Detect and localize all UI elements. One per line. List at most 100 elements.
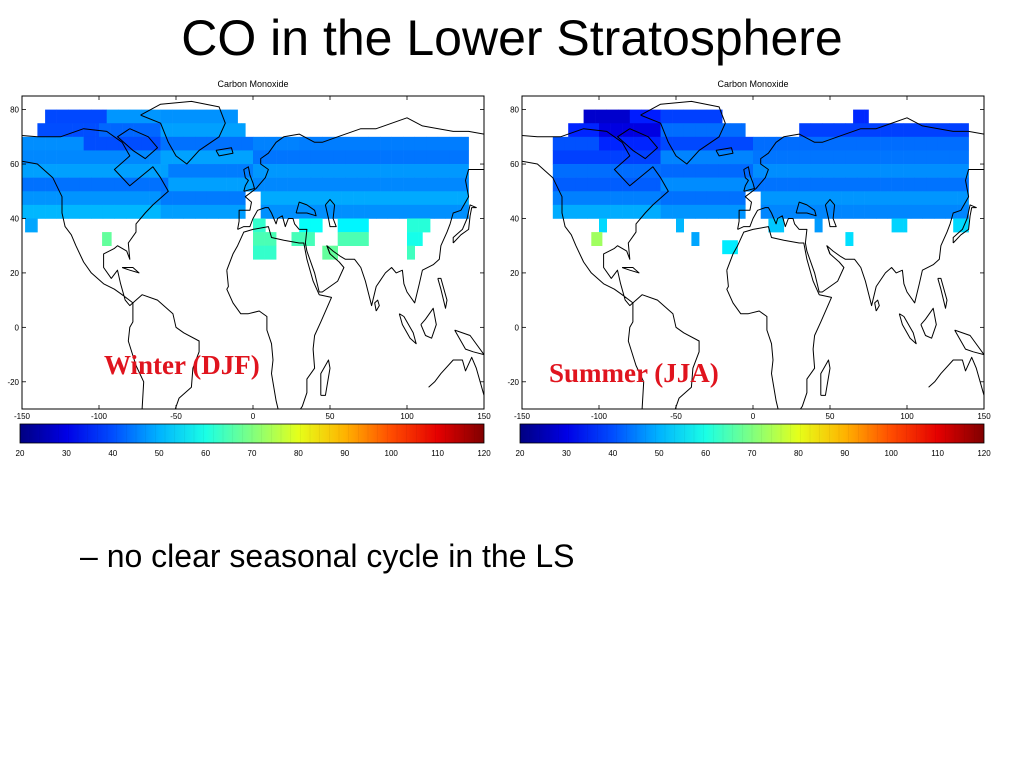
co-cell (33, 204, 46, 219)
co-cell (891, 177, 904, 192)
co-cell (410, 191, 423, 206)
co-cell (202, 177, 215, 192)
co-cell (376, 204, 389, 219)
co-cell (610, 123, 623, 138)
co-cell (426, 177, 439, 192)
co-cell (830, 204, 842, 219)
co-cell (914, 150, 927, 165)
co-cell (810, 164, 823, 178)
co-cell (672, 164, 684, 178)
co-cell (56, 164, 69, 178)
co-cell (241, 136, 254, 151)
coastline-australia (428, 356, 484, 396)
co-cell (864, 204, 877, 219)
co-cell (368, 177, 381, 192)
co-cell (733, 240, 738, 255)
co-cell (22, 164, 34, 178)
co-cell (868, 150, 881, 165)
co-cell (226, 177, 238, 192)
co-cell (764, 136, 777, 151)
co-cell (376, 191, 389, 206)
colorbar-tick-label: 40 (108, 449, 117, 458)
co-cell (729, 123, 742, 138)
coastline-north-america (22, 128, 169, 307)
co-cell (922, 204, 935, 219)
co-cell (683, 150, 696, 165)
co-cell (722, 240, 735, 255)
co-cell (79, 109, 92, 124)
co-cell (706, 204, 719, 219)
co-cell (391, 164, 404, 178)
co-cell (806, 191, 819, 206)
co-cell (287, 136, 300, 151)
co-cell (891, 150, 904, 165)
co-cell (660, 109, 673, 124)
co-cell (806, 204, 819, 219)
co-cell (391, 136, 404, 151)
co-cell (149, 204, 161, 219)
x-tick-label: 100 (900, 412, 914, 421)
coastline-black-sea (795, 201, 817, 217)
co-cell (822, 123, 835, 138)
co-cell (633, 123, 646, 138)
co-cell (957, 204, 969, 219)
co-cell (937, 177, 950, 192)
co-cell (437, 150, 450, 165)
co-map-svg: Carbon Monoxide -150 -100 -50 0 50 100 150 80 60 4… (507, 79, 991, 458)
co-cell (575, 150, 588, 165)
coastline-india-sri-lanka (374, 299, 380, 312)
co-cell (903, 164, 915, 178)
coastline-caspian (324, 198, 337, 228)
co-cell (741, 204, 746, 219)
co-cell (353, 204, 365, 219)
co-cell (345, 136, 358, 151)
x-tick-label: -100 (91, 412, 108, 421)
co-cell (799, 150, 812, 165)
coastline-india-sri-lanka (874, 299, 880, 312)
map-panel-summer: Carbon Monoxide -150 -100 -50 0 50 100 150 80 60 4… (504, 72, 1004, 472)
co-cell (356, 150, 369, 165)
co-cell (845, 177, 858, 192)
co-cell (880, 177, 892, 192)
co-cell (776, 177, 788, 192)
co-cell (564, 177, 577, 192)
co-cell (568, 123, 581, 138)
co-cell (587, 164, 600, 178)
co-cell (283, 204, 296, 219)
co-cell (253, 218, 265, 233)
co-cell (60, 123, 73, 138)
co-cell (160, 150, 173, 165)
co-cell (579, 123, 592, 138)
co-cell (264, 164, 277, 178)
co-cell (118, 109, 131, 124)
co-cell (330, 191, 342, 206)
co-cell (137, 191, 150, 206)
co-cell (891, 218, 904, 233)
co-cell (264, 232, 277, 246)
co-cell (591, 232, 603, 246)
co-cell (102, 204, 115, 219)
co-cell (125, 164, 138, 178)
co-cell (599, 150, 611, 165)
co-cell (349, 232, 362, 246)
co-cell (695, 191, 708, 206)
co-cell (337, 232, 350, 246)
co-cell (195, 136, 208, 151)
co-cell (887, 191, 900, 206)
co-cell (407, 218, 419, 233)
co-cell (833, 177, 846, 192)
co-cell (79, 164, 92, 178)
co-cell (552, 191, 565, 206)
co-cell (114, 150, 127, 165)
co-cell (957, 191, 969, 206)
co-cell (303, 232, 315, 246)
colorbar-tick-label: 60 (701, 449, 710, 458)
co-cell (68, 109, 81, 124)
coastline-eurasia (237, 117, 484, 307)
co-cell (291, 232, 304, 246)
co-cell (457, 204, 469, 219)
co-cell (345, 177, 358, 192)
y-tick-label: 40 (10, 214, 19, 223)
co-cell (102, 150, 115, 165)
co-cell (295, 204, 308, 219)
